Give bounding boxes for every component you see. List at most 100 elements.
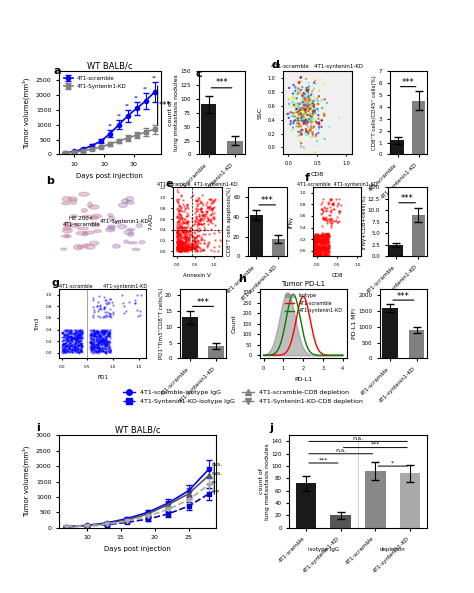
Point (71, 341, 79, 350)
Point (302, 104, 310, 114)
Point (318, 236, 325, 246)
Point (173, 228, 181, 237)
Point (316, 242, 323, 251)
Point (309, 110, 316, 119)
Point (103, 326, 110, 335)
Y-axis label: count of
lung metastasis nodules: count of lung metastasis nodules (259, 443, 270, 520)
Point (183, 236, 191, 246)
Point (188, 146, 196, 156)
Point (322, 245, 329, 254)
Point (102, 334, 109, 344)
Point (198, 219, 205, 228)
Point (184, 238, 192, 248)
Point (323, 237, 331, 247)
Point (310, 244, 318, 253)
Point (322, 235, 330, 245)
Point (103, 338, 110, 347)
Point (75, 331, 82, 340)
Point (309, 117, 317, 126)
Point (335, 113, 343, 123)
Point (78, 341, 86, 350)
Point (316, 243, 324, 252)
Point (91, 330, 99, 340)
Point (326, 195, 334, 204)
Point (186, 229, 193, 239)
Point (95, 330, 102, 339)
Point (103, 330, 110, 339)
Point (131, 298, 138, 307)
Point (317, 231, 324, 240)
Point (89, 325, 97, 334)
Point (180, 241, 187, 251)
Point (75, 330, 83, 340)
Point (91, 305, 98, 315)
Point (178, 245, 186, 254)
Point (306, 109, 314, 118)
Point (295, 102, 303, 111)
Point (197, 216, 204, 225)
Point (176, 246, 184, 255)
Point (173, 228, 181, 237)
Point (90, 342, 97, 351)
Point (310, 231, 317, 241)
Point (303, 85, 311, 95)
Point (324, 231, 332, 241)
Point (207, 205, 214, 214)
Point (105, 311, 113, 320)
Point (61, 331, 68, 341)
Point (176, 237, 183, 247)
Point (87, 336, 94, 346)
Point (177, 241, 184, 251)
Point (184, 244, 192, 253)
Point (321, 244, 328, 253)
Point (180, 228, 187, 238)
Point (62, 340, 70, 350)
Point (310, 249, 318, 259)
Point (318, 247, 325, 256)
Point (197, 235, 205, 245)
Point (312, 246, 320, 256)
Point (307, 123, 315, 133)
Point (324, 248, 332, 258)
Point (179, 227, 187, 236)
Point (291, 94, 299, 104)
Point (316, 241, 323, 251)
Point (104, 330, 112, 340)
Point (175, 217, 183, 227)
Ellipse shape (113, 244, 120, 248)
Point (305, 127, 312, 137)
Point (99, 334, 107, 344)
Point (316, 244, 324, 254)
Bar (296, 483, 317, 528)
Point (198, 206, 205, 216)
Point (299, 110, 307, 119)
Point (91, 329, 99, 338)
Point (104, 329, 112, 338)
Point (94, 339, 102, 349)
Point (319, 232, 326, 241)
Point (73, 337, 80, 347)
Point (173, 229, 181, 239)
Point (93, 329, 101, 338)
Point (105, 339, 112, 349)
Point (210, 196, 218, 205)
Point (323, 244, 330, 254)
Point (303, 83, 310, 93)
Point (201, 211, 209, 221)
Point (180, 202, 188, 211)
Point (178, 213, 185, 223)
Point (318, 234, 326, 243)
Point (319, 243, 327, 252)
Point (62, 343, 69, 353)
Point (61, 327, 69, 336)
Point (305, 93, 312, 103)
Point (305, 93, 313, 102)
Point (101, 347, 109, 356)
Point (78, 327, 85, 336)
Point (186, 241, 193, 251)
Point (102, 347, 109, 356)
Point (88, 343, 95, 353)
Ellipse shape (70, 199, 77, 205)
Point (296, 99, 303, 109)
Point (314, 234, 321, 243)
